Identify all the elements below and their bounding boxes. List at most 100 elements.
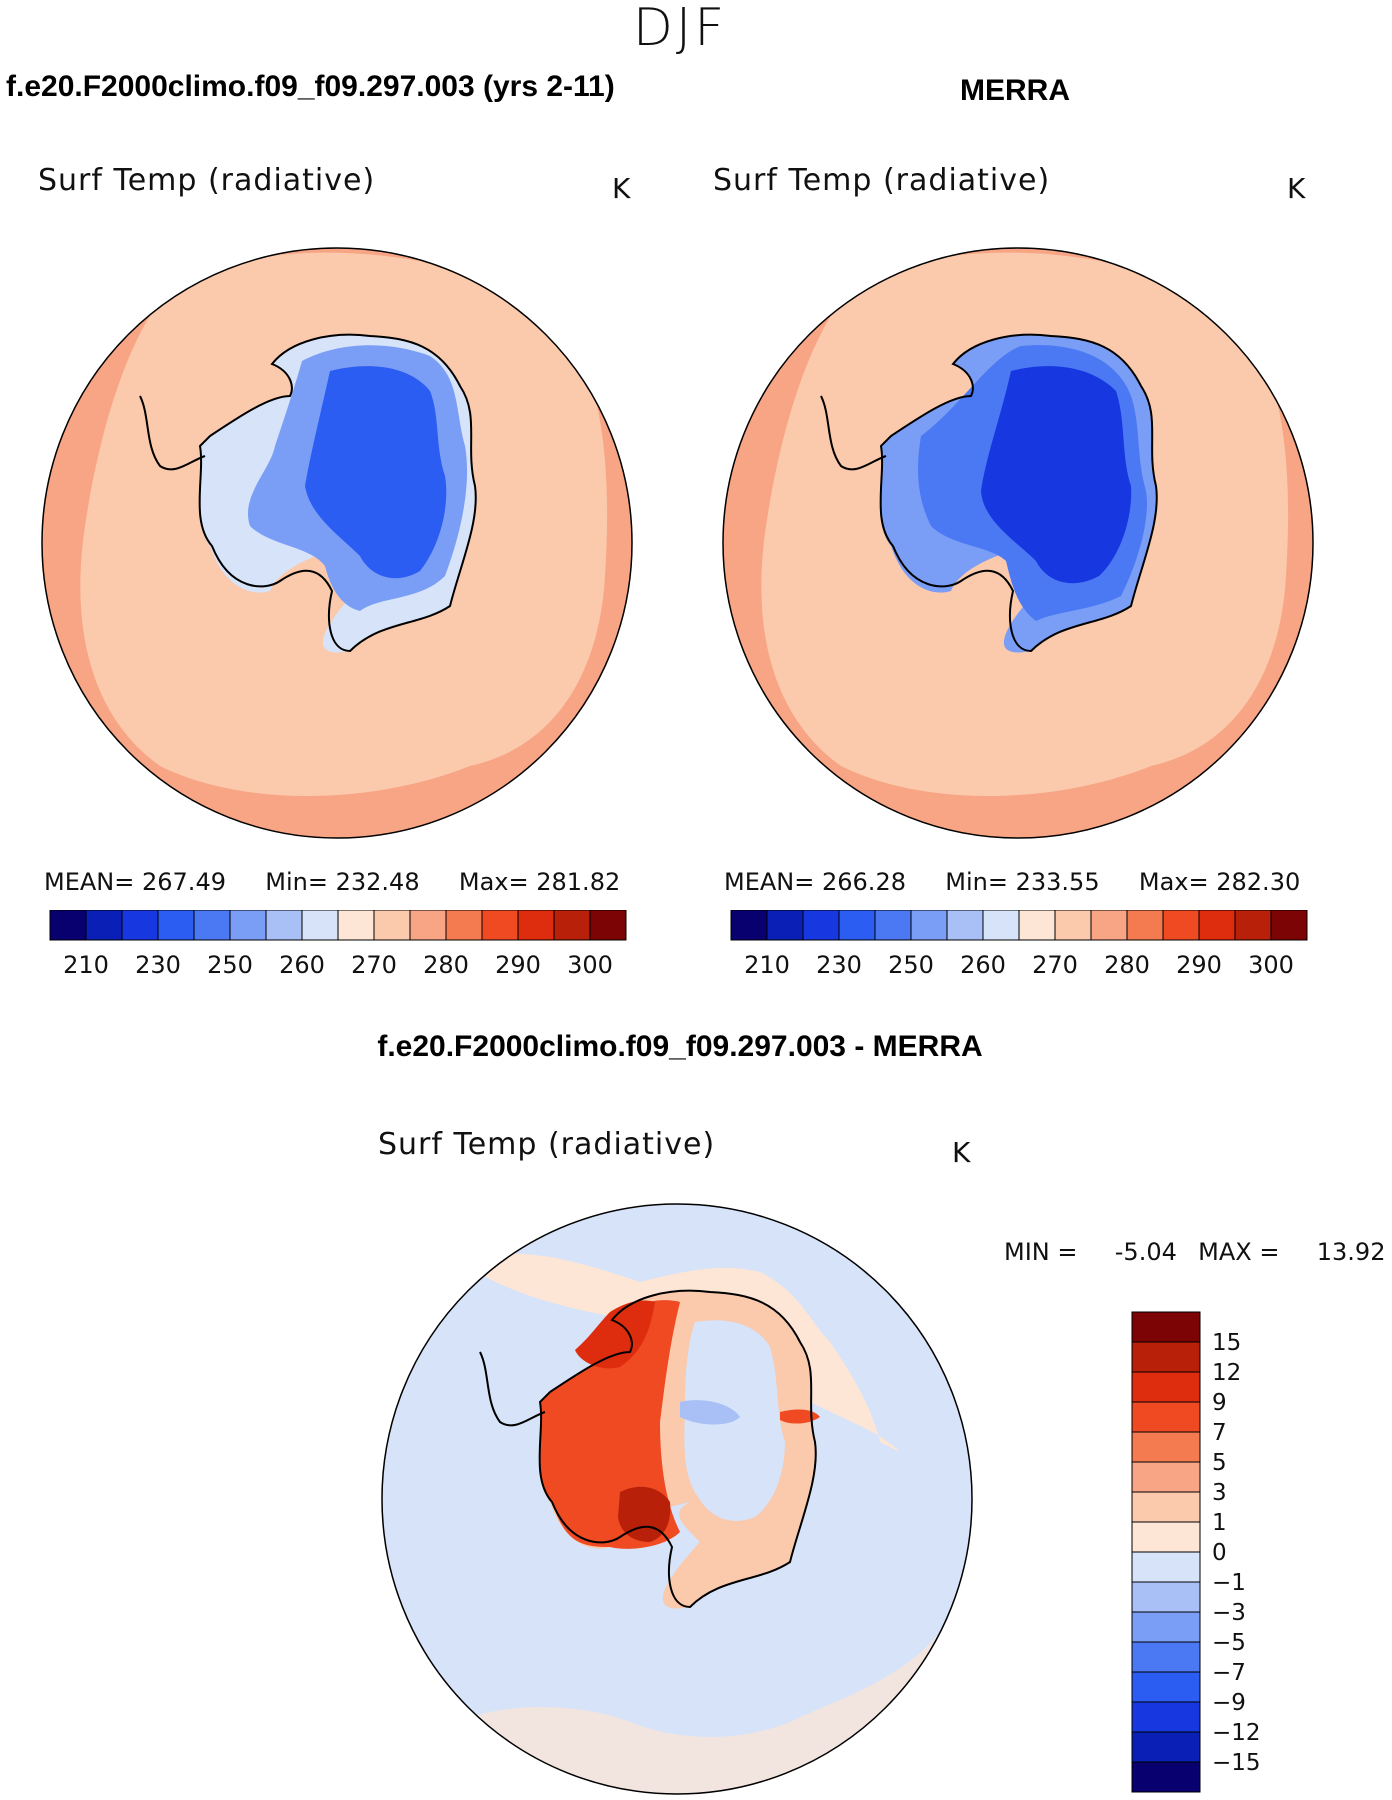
diff-min-value: -5.04 xyxy=(1114,1238,1177,1266)
left-colorbar-tick-label: 230 xyxy=(135,951,181,979)
left-colorbar-swatch xyxy=(553,910,591,941)
left-mean-value: 267.49 xyxy=(142,868,226,896)
diff-colorbar-tick-label: −12 xyxy=(1212,1720,1261,1746)
diff-stats: MIN = -5.04 MAX = 13.92 xyxy=(1004,1238,1385,1266)
diff-map xyxy=(381,1203,973,1795)
right-map-peninsula xyxy=(820,395,887,471)
right-colorbar-swatch xyxy=(838,910,876,941)
diff-colorbar-tick-label: −5 xyxy=(1212,1630,1246,1656)
left-colorbar-tick-label: 300 xyxy=(567,951,613,979)
diff-colorbar: 15 12 9 7 5 3 1 0 −1 −3 −5 −7 −9 −12 −15 xyxy=(1131,1311,1261,1793)
diff-colorbar-tick-label: 0 xyxy=(1212,1540,1227,1566)
diff-colorbar-swatch xyxy=(1131,1491,1201,1523)
left-colorbar-swatch xyxy=(373,910,411,941)
left-colorbar-swatch xyxy=(589,910,627,941)
right-max-value: 282.30 xyxy=(1216,868,1301,896)
right-mean-label: MEAN= xyxy=(724,868,815,896)
diff-colorbar-tick-label: 5 xyxy=(1212,1450,1227,1476)
right-mean-value: 266.28 xyxy=(822,868,906,896)
right-colorbar-tick-label: 270 xyxy=(1032,951,1078,979)
right-map-ice-interior xyxy=(981,366,1132,584)
right-colorbar-tick-label: 230 xyxy=(816,951,862,979)
right-colorbar-swatch xyxy=(1198,910,1236,941)
left-colorbar-swatch xyxy=(481,910,519,941)
right-min-label: Min= xyxy=(945,868,1008,896)
diff-colorbar-swatch xyxy=(1131,1341,1201,1373)
diff-min-label: MIN = xyxy=(1004,1238,1078,1266)
left-mean-label: MEAN= xyxy=(44,868,135,896)
left-colorbar-swatch xyxy=(517,910,555,941)
diff-colorbar-tick-label: 1 xyxy=(1212,1510,1227,1536)
diff-colorbar-tick-label: −7 xyxy=(1212,1660,1246,1686)
diff-colorbar-tick-label: −9 xyxy=(1212,1690,1246,1716)
left-colorbar-swatch xyxy=(193,910,231,941)
left-colorbar-tick-label: 270 xyxy=(351,951,397,979)
left-map-ice-interior xyxy=(305,366,447,579)
diff-colorbar-swatch xyxy=(1131,1671,1201,1703)
diff-colorbar-swatch xyxy=(1131,1731,1201,1763)
left-map xyxy=(41,247,633,839)
left-variable-label: Surf Temp (radiative) xyxy=(38,163,376,198)
diff-colorbar-swatch xyxy=(1131,1371,1201,1403)
diff-map-peninsula xyxy=(479,1351,546,1427)
diff-map-warm-spot-east xyxy=(780,1409,820,1424)
diff-colorbar-swatch xyxy=(1131,1431,1201,1463)
right-colorbar-swatch xyxy=(1018,910,1056,941)
diff-variable-label: Surf Temp (radiative) xyxy=(378,1127,716,1162)
left-min-value: 232.48 xyxy=(335,868,420,896)
diff-map-coastline xyxy=(538,1289,817,1609)
diff-colorbar-swatch xyxy=(1131,1581,1201,1613)
right-map-coastline xyxy=(879,333,1158,653)
left-colorbar: 210 230 250 260 270 280 290 300 xyxy=(49,910,627,979)
left-map-coastline xyxy=(198,333,477,653)
diff-colorbar-tick-label: −3 xyxy=(1212,1600,1246,1626)
right-units-label: K xyxy=(1287,172,1306,205)
diff-colorbar-swatch xyxy=(1131,1461,1201,1493)
right-colorbar-swatch xyxy=(910,910,948,941)
left-map-border xyxy=(41,247,633,839)
right-colorbar-swatch xyxy=(874,910,912,941)
diff-colorbar-swatch xyxy=(1131,1521,1201,1553)
diff-colorbar-swatch xyxy=(1131,1401,1201,1433)
left-colorbar-tick-label: 290 xyxy=(495,951,541,979)
right-case-title: MERRA xyxy=(960,74,1070,107)
left-colorbar-swatch xyxy=(301,910,339,941)
right-colorbar-swatch xyxy=(766,910,804,941)
right-colorbar-swatch xyxy=(802,910,840,941)
right-colorbar-tick-label: 260 xyxy=(960,951,1006,979)
left-colorbar-swatch xyxy=(337,910,375,941)
right-variable-label: Surf Temp (radiative) xyxy=(713,163,1051,198)
left-colorbar-swatch xyxy=(409,910,447,941)
left-max-value: 281.82 xyxy=(536,868,621,896)
diff-colorbar-tick-label: 12 xyxy=(1212,1360,1241,1386)
diff-colorbar-swatch xyxy=(1131,1641,1201,1673)
right-colorbar-swatch xyxy=(1270,910,1308,941)
diff-map-warm-core-south xyxy=(618,1486,671,1542)
diff-colorbar-swatch xyxy=(1131,1701,1201,1733)
right-colorbar-tick-label: 300 xyxy=(1248,951,1294,979)
diff-map-border xyxy=(381,1203,973,1795)
right-colorbar-swatch xyxy=(730,910,768,941)
left-colorbar-swatch xyxy=(265,910,303,941)
diff-map-cool-spot xyxy=(680,1400,740,1425)
left-map-peninsula xyxy=(139,395,206,471)
left-min-label: Min= xyxy=(265,868,328,896)
right-colorbar-swatch xyxy=(1054,910,1092,941)
left-colorbar-swatch xyxy=(85,910,123,941)
diff-colorbar-tick-label: −15 xyxy=(1212,1750,1261,1776)
diff-colorbar-tick-label: 9 xyxy=(1212,1390,1227,1416)
left-colorbar-swatch xyxy=(49,910,87,941)
diff-colorbar-tick-label: 3 xyxy=(1212,1480,1227,1506)
diff-colorbar-tick-label: 7 xyxy=(1212,1420,1227,1446)
left-stats: MEAN= 267.49 Min= 232.48 Max= 281.82 xyxy=(44,868,620,896)
right-colorbar-swatch xyxy=(1234,910,1272,941)
diff-map-warm-core-north xyxy=(575,1300,655,1369)
right-colorbar-tick-label: 210 xyxy=(744,951,790,979)
main-title: DJF xyxy=(632,0,728,58)
right-min-value: 233.55 xyxy=(1015,868,1100,896)
right-colorbar-swatch xyxy=(1090,910,1128,941)
right-stats: MEAN= 266.28 Min= 233.55 Max= 282.30 xyxy=(724,868,1300,896)
left-case-title: f.e20.F2000climo.f09_f09.297.003 (yrs 2-… xyxy=(6,70,615,103)
diff-case-title: f.e20.F2000climo.f09_f09.297.003 - MERRA xyxy=(377,1030,983,1063)
left-colorbar-swatch xyxy=(229,910,267,941)
